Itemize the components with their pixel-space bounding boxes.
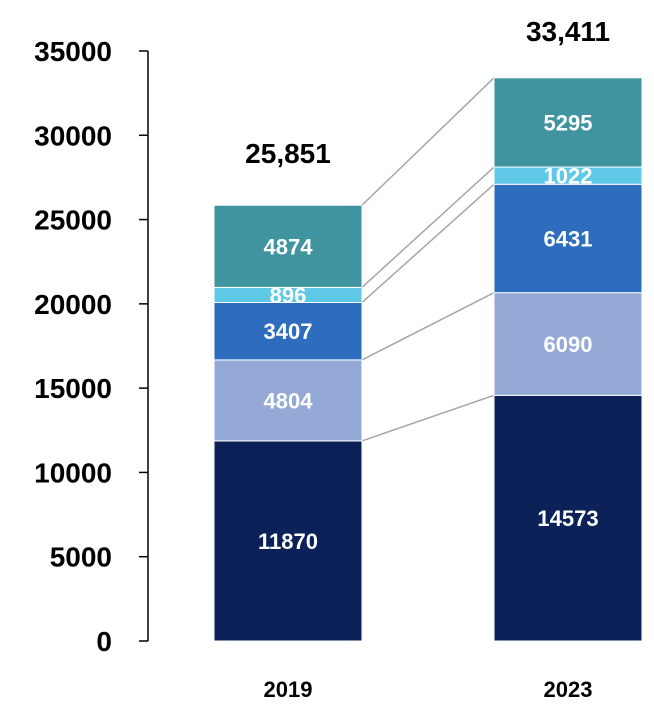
segment-value-label: 6090	[544, 332, 593, 357]
y-tick-label: 30000	[34, 120, 112, 151]
segment-value-label: 1022	[544, 164, 593, 189]
x-tick-label: 2019	[264, 677, 313, 702]
bar-segment	[493, 77, 643, 168]
segment-labels: 11870 4804 3407 896 4874 14573 6090 6431 1022 529…	[258, 110, 599, 554]
bar-segment	[213, 204, 363, 288]
segment-value-label: 14573	[537, 506, 598, 531]
y-axis-ticks: 0 5000 10000 15000 20000 25000 30000 35000	[34, 36, 148, 657]
segment-value-label: 4874	[264, 234, 314, 259]
bar-total-label: 25,851	[245, 138, 331, 169]
bar-segment	[493, 394, 643, 642]
y-tick-label: 35000	[34, 36, 112, 67]
y-tick-label: 0	[96, 626, 112, 657]
y-tick-label: 5000	[50, 542, 112, 573]
bar-segment	[493, 183, 643, 294]
connector-line	[361, 394, 495, 442]
y-tick-label: 20000	[34, 289, 112, 320]
x-tick-label: 2023	[544, 677, 593, 702]
connector-line	[361, 166, 495, 288]
x-axis-ticks: 2019 2023	[264, 677, 593, 702]
y-tick-label: 15000	[34, 373, 112, 404]
connector-line	[361, 77, 495, 206]
connector-lines	[361, 77, 495, 442]
bars-group	[213, 77, 643, 642]
connector-line	[361, 183, 495, 304]
y-tick-label: 25000	[34, 205, 112, 236]
bar-segment	[213, 440, 363, 642]
segment-value-label: 6431	[544, 226, 593, 251]
bar-segment	[213, 301, 363, 361]
segment-value-label: 4804	[264, 388, 314, 413]
segment-value-label: 896	[270, 283, 307, 308]
segment-value-label: 3407	[264, 319, 313, 344]
total-labels: 25,851 33,411	[245, 16, 610, 169]
y-tick-label: 10000	[34, 457, 112, 488]
segment-value-label: 5295	[544, 110, 593, 135]
connector-line	[361, 292, 495, 361]
segment-value-label: 11870	[258, 529, 318, 554]
bar-total-label: 33,411	[526, 16, 610, 47]
